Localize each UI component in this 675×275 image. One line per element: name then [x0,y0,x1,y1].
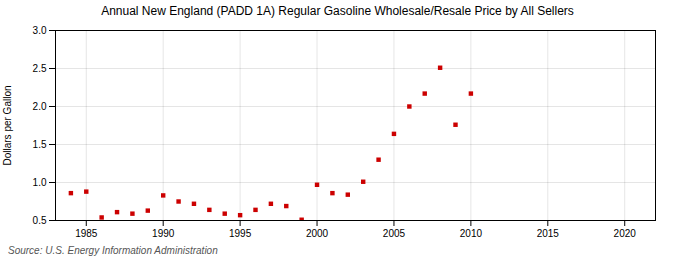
svg-text:2020: 2020 [614,228,637,239]
svg-text:Dollars per Gallon: Dollars per Gallon [2,85,13,165]
html-text:Annual New England (PADD 1A) R: Annual New England (PADD 1A) Regular Gas… [101,4,574,18]
svg-text:2010: 2010 [460,228,483,239]
svg-text:1985: 1985 [75,228,98,239]
svg-text:2015: 2015 [537,228,560,239]
svg-text:1990: 1990 [152,228,175,239]
html-text:Source: U.S. Energy Informatio: Source: U.S. Energy Information Administ… [8,245,218,256]
svg-text:3.0: 3.0 [33,25,47,36]
svg-text:1.5: 1.5 [33,139,47,150]
svg-text:2.0: 2.0 [33,101,47,112]
svg-text:1.0: 1.0 [33,177,47,188]
svg-text:0.5: 0.5 [33,215,47,226]
svg-text:2005: 2005 [383,228,406,239]
svg-text:1995: 1995 [229,228,252,239]
svg-text:2.5: 2.5 [33,63,47,74]
svg-text:2000: 2000 [306,228,329,239]
